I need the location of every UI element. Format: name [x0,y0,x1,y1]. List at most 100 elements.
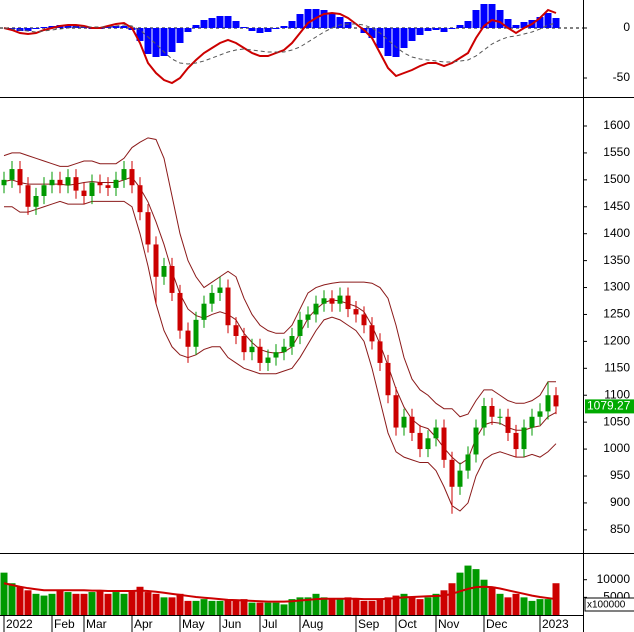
histogram-bar [520,22,528,28]
x-tick-label: Oct [398,617,417,631]
volume-bar [376,599,384,615]
volume-bar [296,597,304,615]
y-tick-label: 1000 [603,441,630,455]
volume-bar [288,599,296,615]
volume-bar [40,595,48,615]
volume-bar [496,593,504,615]
volume-bar [344,597,352,615]
candle-body [385,362,391,396]
candle-body [409,416,415,433]
volume-bar [160,597,168,615]
unit-box [584,597,634,612]
volume-bar [504,597,512,615]
candle-body [433,427,439,439]
volume-bar [144,592,152,615]
candle-body [425,438,431,450]
histogram-bar [296,14,304,28]
candle-body [513,432,519,450]
volume-bar [512,593,520,615]
candle-body [121,169,127,180]
candle-body [545,395,551,412]
volume-bar [176,593,184,615]
histogram-bar [328,13,336,28]
y-tick-label: 950 [610,468,630,482]
volume-bar [488,586,496,615]
candle-body [529,416,535,428]
histogram-bar [144,28,152,54]
candle-body [441,427,447,460]
candle-body [97,182,103,186]
histogram-bar [384,28,392,56]
histogram-bar [552,18,560,28]
volume-bar [304,597,312,615]
unit-label: x100000 [587,600,626,611]
histogram-bar [448,28,456,29]
line [3,176,557,465]
candle-body [337,295,343,304]
histogram-bar [368,28,376,38]
histogram-bar [64,25,72,28]
y-tick-label: 1100 [604,387,630,401]
candle-body [161,266,167,277]
volume-bar [472,569,480,615]
volume-bar [280,604,288,615]
histogram-bar [488,4,496,28]
candle-body [457,470,463,487]
histogram-bar [536,17,544,28]
volume-bar [120,593,128,615]
candle-body [465,454,471,471]
histogram-bar [240,27,248,28]
histogram-bar [496,10,504,28]
volume-bar [232,600,240,615]
volume-bar [400,593,408,615]
histogram-bar [136,28,144,41]
volume-bar [216,600,224,615]
histogram-bar [336,17,344,28]
last-price-label: 1079.27 [587,399,631,413]
volume-bar [16,586,24,615]
histogram-bar [400,28,408,48]
histogram-bar [416,28,424,35]
volume-bar [112,592,120,615]
volume-bar [0,572,8,615]
candle-body [521,427,527,450]
candle-body [481,406,487,428]
y-tick-label: 1550 [603,145,630,159]
volume-bar [392,595,400,615]
candle-body [361,314,367,326]
candle-body [417,432,423,450]
histogram-bar [264,28,272,32]
volume-bar [432,593,440,615]
candle-body [65,177,71,186]
x-tick-label: Nov [438,617,459,631]
volume-bar [224,599,232,615]
y-tick-label: 850 [610,522,630,536]
candle-body [201,303,207,320]
x-tick-label: 2023 [542,617,569,631]
candle-body [241,336,247,353]
candle-body [153,244,159,277]
x-tick-label: Mar [86,617,107,631]
histogram-bar [160,28,168,56]
histogram-bar [504,19,512,28]
line [3,8,557,85]
volume-bar [128,590,136,615]
volume-bar [408,597,416,615]
y-tick-label: 1500 [603,172,630,186]
volume-bar [80,593,88,615]
candle-body [489,406,495,417]
candle-body [353,309,359,315]
histogram-bar [224,16,232,28]
candle-body [1,179,7,186]
volume-bar [48,593,56,615]
candle-body [321,298,327,304]
histogram-bar [392,28,400,57]
candle-body [73,177,79,191]
histogram-bar [176,28,184,43]
histogram-bar [432,28,440,30]
histogram-bar [464,21,472,28]
y-tick-label: 1350 [603,253,630,267]
volume-bar [8,583,16,615]
candle-body [41,185,47,196]
candle-body [217,287,223,293]
